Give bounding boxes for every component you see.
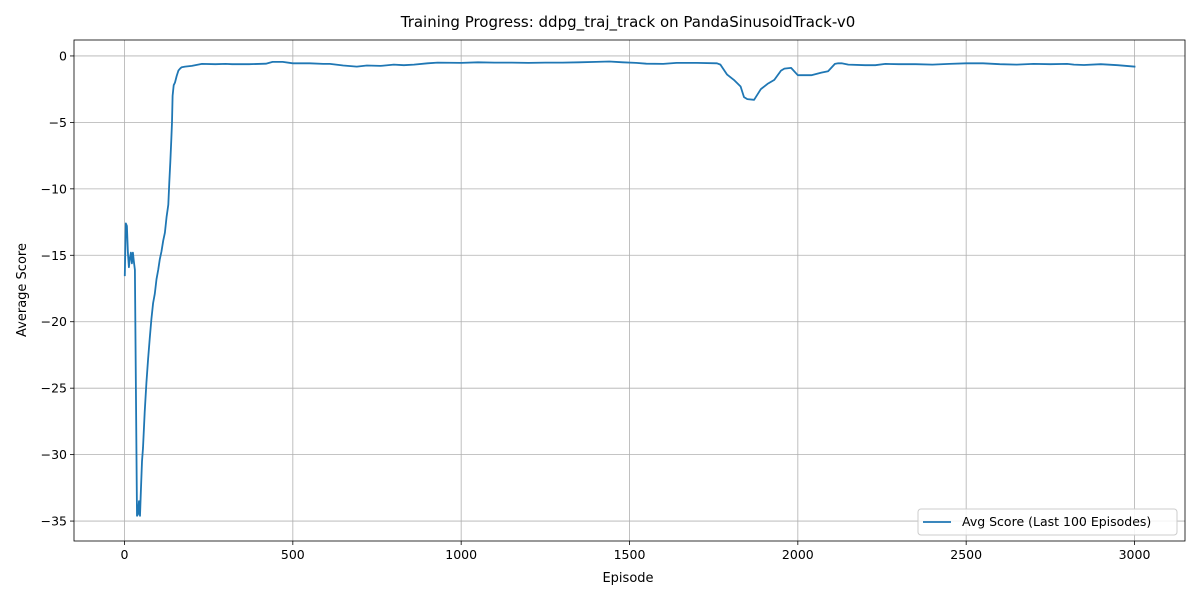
grid [74,40,1185,541]
y-tick-label: −25 [41,381,67,396]
y-axis-ticks: 0 −5 −10 −15 −20 −25 −30 −35 [41,48,74,529]
x-tick-label: 500 [281,547,305,562]
x-tick-label: 3000 [1119,547,1151,562]
x-axis-ticks: 0 500 1000 1500 2000 2500 3000 [121,541,1151,562]
legend-box [917,508,1178,536]
legend-label: Avg Score (Last 100 Episodes) [962,514,1151,529]
chart-title: Training Progress: ddpg_traj_track on Pa… [400,13,856,32]
x-tick-label: 1500 [614,547,646,562]
series-line [123,60,1136,517]
y-tick-label: −5 [49,115,67,130]
y-tick-label: 0 [59,48,67,63]
x-tick-label: 2500 [950,547,982,562]
y-tick-label: −35 [41,514,67,529]
legend: Avg Score (Last 100 Episodes) [917,508,1178,536]
y-tick-label: −10 [41,181,67,196]
y-tick-label: −20 [41,314,67,329]
series-layer [123,60,1136,517]
y-axis-title: Average Score [15,243,30,337]
x-tick-label: 2000 [782,547,814,562]
y-tick-label: −15 [41,248,67,263]
x-tick-label: 0 [121,547,129,562]
y-tick-label: −30 [41,447,67,462]
x-axis-title: Episode [602,571,653,586]
x-tick-label: 1000 [445,547,477,562]
